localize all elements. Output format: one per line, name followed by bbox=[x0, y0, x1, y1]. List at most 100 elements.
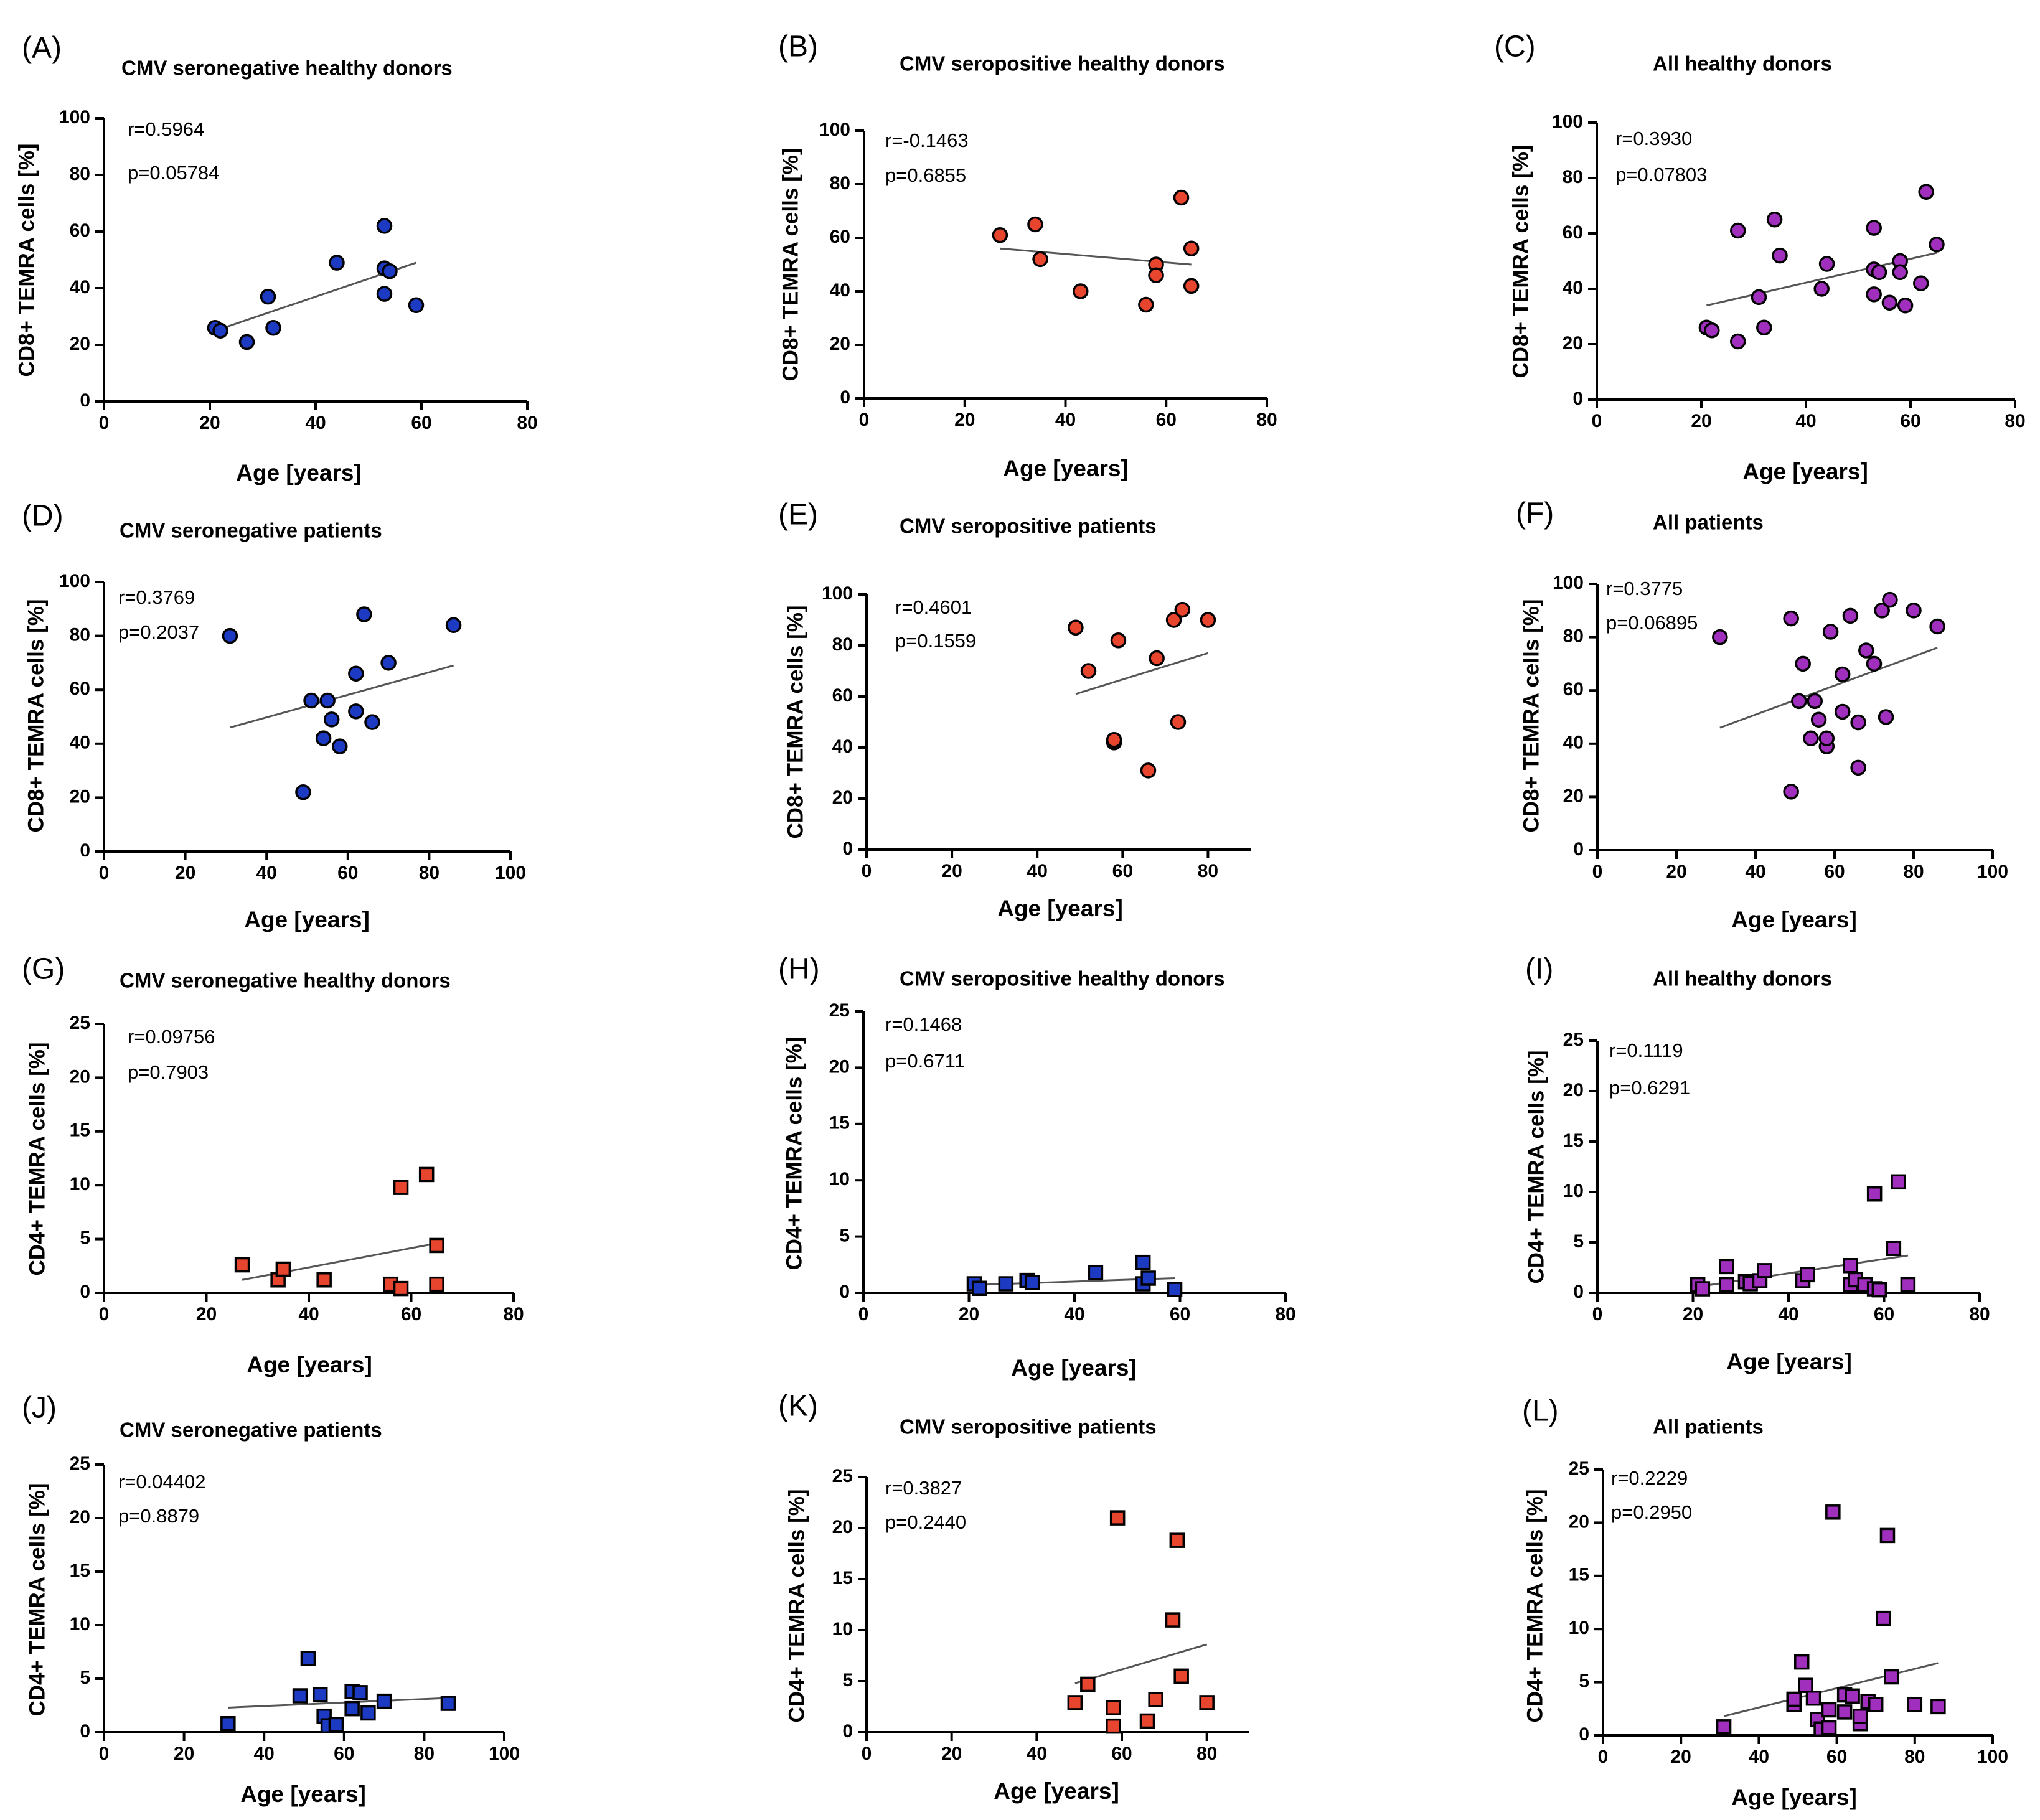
data-point bbox=[1825, 1504, 1841, 1520]
y-axis-label: CD8+ TEMRA cells [%] bbox=[1508, 144, 1533, 378]
data-point bbox=[1843, 1258, 1859, 1274]
data-point bbox=[1024, 1275, 1040, 1290]
x-tick-label: 60 bbox=[1900, 411, 1920, 431]
y-tick-label: 60 bbox=[70, 220, 90, 241]
data-point bbox=[1772, 247, 1788, 264]
p-value: p=0.6291 bbox=[1609, 1077, 1690, 1099]
p-value: p=0.6855 bbox=[885, 164, 966, 186]
y-tick-label: 0 bbox=[1573, 839, 1584, 860]
p-value: p=0.06895 bbox=[1606, 612, 1698, 634]
x-tick-label: 0 bbox=[99, 413, 110, 433]
data-point bbox=[292, 1688, 308, 1704]
x-tick-label: 60 bbox=[401, 1304, 421, 1325]
data-point bbox=[429, 1276, 444, 1292]
x-tick-label: 60 bbox=[411, 413, 431, 433]
x-tick-label: 20 bbox=[941, 861, 962, 881]
x-tick-label: 40 bbox=[254, 1743, 275, 1764]
y-tick-label: 0 bbox=[80, 1282, 90, 1302]
data-point bbox=[376, 218, 393, 234]
x-tick-label: 80 bbox=[1196, 1743, 1217, 1764]
data-point bbox=[393, 1180, 409, 1195]
data-point bbox=[429, 1237, 444, 1254]
data-point bbox=[1068, 619, 1084, 636]
y-tick-label: 15 bbox=[832, 1568, 853, 1588]
regression-line bbox=[1723, 1662, 1939, 1717]
data-point bbox=[1874, 603, 1890, 619]
p-value: p=0.2440 bbox=[885, 1511, 966, 1533]
x-tick-label: 0 bbox=[1592, 861, 1603, 882]
y-tick-label: 20 bbox=[832, 1517, 853, 1537]
data-point bbox=[1882, 591, 1898, 608]
data-point bbox=[1183, 278, 1200, 294]
data-point bbox=[1167, 1282, 1183, 1297]
chart-panel-b: (B) CMV seropositive healthy donors 0 20 40 6… bbox=[778, 30, 1277, 481]
y-tick-label: 0 bbox=[842, 838, 853, 859]
x-tick-label: 20 bbox=[196, 1304, 217, 1325]
regression-line bbox=[230, 664, 454, 729]
data-point bbox=[1751, 289, 1767, 306]
y-tick-label: 5 bbox=[839, 1226, 850, 1246]
p-value: p=0.1559 bbox=[895, 630, 976, 652]
y-tick-label: 20 bbox=[829, 1056, 850, 1077]
x-tick-label: 0 bbox=[862, 1743, 872, 1764]
data-point bbox=[220, 1715, 236, 1732]
regression-line bbox=[228, 1697, 449, 1709]
r-value: r=-0.1463 bbox=[885, 129, 969, 151]
data-point bbox=[1850, 714, 1866, 731]
y-tick-label: 0 bbox=[842, 1721, 853, 1742]
x-tick-label: 20 bbox=[959, 1304, 979, 1325]
x-tick-label: 20 bbox=[199, 413, 220, 433]
y-axis-label: CD4+ TEMRA cells [%] bbox=[782, 1036, 806, 1270]
x-tick-label: 100 bbox=[1977, 861, 2008, 882]
y-tick-label: 40 bbox=[1563, 278, 1583, 298]
y-tick-label: 0 bbox=[80, 1721, 90, 1742]
data-point bbox=[356, 606, 372, 622]
data-point bbox=[1866, 1186, 1883, 1202]
data-point bbox=[1836, 1704, 1853, 1720]
data-point bbox=[1080, 1676, 1096, 1692]
y-tick-label: 10 bbox=[832, 1619, 853, 1639]
x-tick-label: 60 bbox=[1824, 861, 1845, 882]
chart-title: All patients bbox=[1653, 1415, 1764, 1438]
y-tick-label: 100 bbox=[1552, 111, 1583, 132]
x-tick-label: 60 bbox=[337, 863, 358, 883]
data-point bbox=[319, 692, 336, 709]
y-tick-label: 100 bbox=[59, 107, 90, 128]
data-point bbox=[1756, 319, 1772, 336]
y-tick-label: 10 bbox=[1569, 1618, 1589, 1638]
x-tick-label: 80 bbox=[517, 413, 537, 433]
x-tick-label: 40 bbox=[256, 863, 277, 883]
data-point bbox=[1139, 1713, 1155, 1729]
x-axis-label: Age [years] bbox=[1731, 907, 1857, 932]
panel-label: (G) bbox=[22, 953, 65, 986]
data-point bbox=[348, 665, 364, 682]
data-point bbox=[1883, 1669, 1899, 1685]
data-point bbox=[376, 1693, 392, 1709]
y-tick-label: 10 bbox=[1563, 1181, 1584, 1201]
y-tick-label: 25 bbox=[70, 1013, 90, 1033]
data-point bbox=[1106, 1718, 1121, 1734]
p-value: p=0.2950 bbox=[1611, 1501, 1692, 1523]
chart-title: CMV seronegative healthy donors bbox=[121, 57, 453, 80]
panel-label: (B) bbox=[778, 30, 818, 63]
data-point bbox=[1712, 629, 1728, 645]
y-tick-label: 20 bbox=[1563, 1080, 1584, 1100]
y-axis-label: CD8+ TEMRA cells [%] bbox=[778, 148, 802, 381]
y-tick-label: 15 bbox=[1563, 1130, 1584, 1151]
data-point bbox=[1200, 612, 1216, 628]
y-tick-label: 80 bbox=[1563, 626, 1584, 647]
y-tick-label: 60 bbox=[830, 227, 850, 247]
x-tick-label: 20 bbox=[1691, 411, 1711, 431]
data-point bbox=[1138, 296, 1154, 313]
y-axis-label: CD4+ TEMRA cells [%] bbox=[1523, 1489, 1547, 1722]
x-tick-label: 0 bbox=[862, 861, 872, 881]
x-tick-label: 20 bbox=[174, 1743, 194, 1764]
y-tick-label: 80 bbox=[70, 625, 90, 645]
data-point bbox=[380, 655, 397, 671]
data-point bbox=[1149, 650, 1165, 667]
data-point bbox=[1165, 612, 1182, 628]
data-point bbox=[1891, 1174, 1906, 1190]
data-point bbox=[238, 334, 255, 350]
x-tick-label: 60 bbox=[1112, 861, 1133, 881]
x-tick-label: 40 bbox=[1749, 1747, 1769, 1767]
